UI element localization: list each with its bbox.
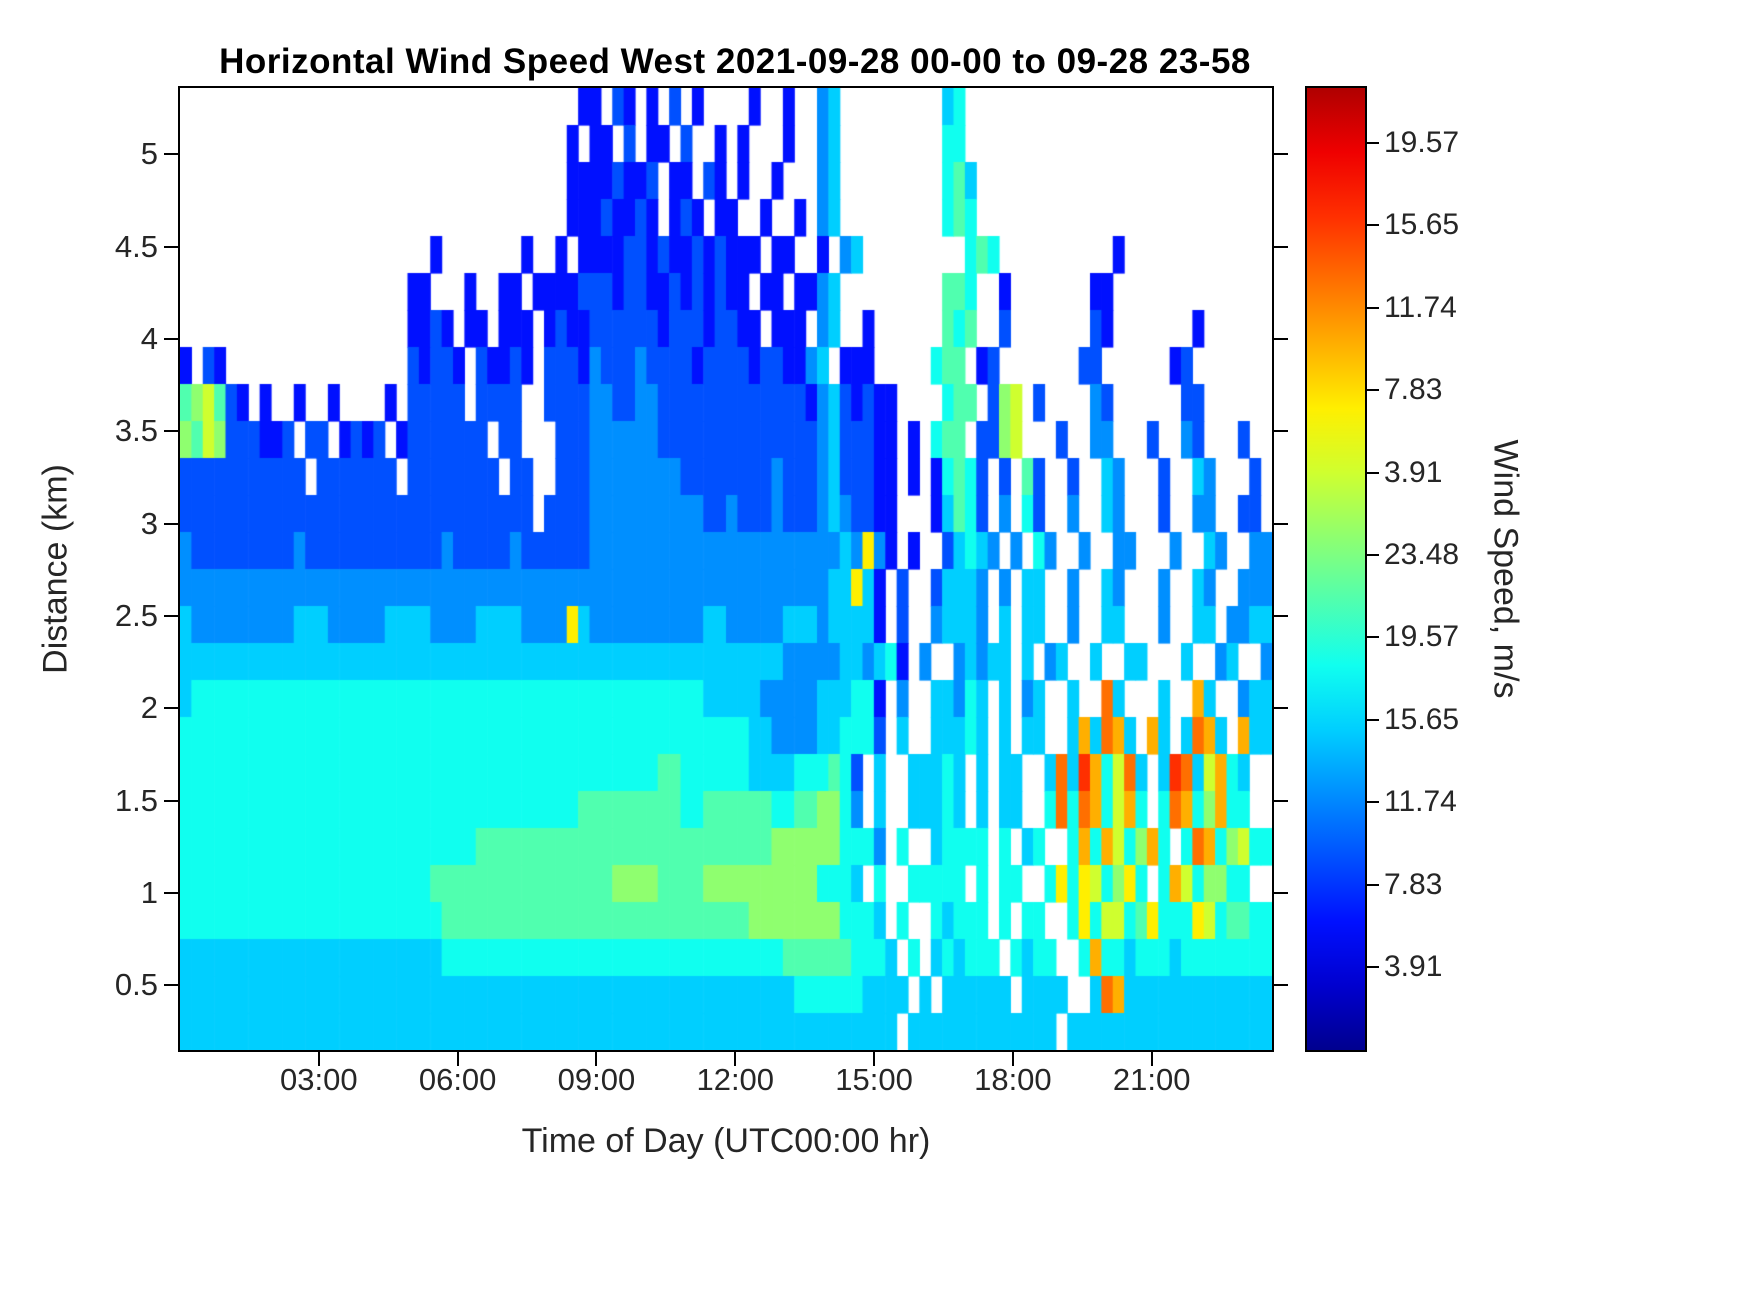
colorbar-label: Wind Speed, m/s [1486,439,1525,699]
colorbar-tick-label: 7.83 [1384,373,1443,407]
y-tick-mark-right [1274,707,1288,710]
y-tick-mark [164,799,178,802]
colorbar-tick-label: 15.65 [1384,702,1460,736]
y-tick-mark [164,984,178,987]
y-tick-mark-right [1274,522,1288,525]
colorbar-tick-label: 23.48 [1384,538,1460,572]
y-tick-mark [164,615,178,618]
y-tick-mark-right [1274,984,1288,987]
colorbar-tick-mark [1367,141,1379,144]
colorbar-tick-label: 11.74 [1384,785,1457,819]
y-tick-mark-right [1274,338,1288,341]
colorbar-tick-mark [1367,883,1379,886]
colorbar-tick-mark [1367,636,1379,639]
y-tick-mark-right [1274,153,1288,156]
y-tick-label: 1 [140,875,158,911]
y-tick-mark-right [1274,892,1288,895]
x-tick-label: 12:00 [696,1062,775,1097]
x-tick-label: 09:00 [557,1062,636,1097]
y-tick-label: 3.5 [114,413,158,449]
x-tick-mark [456,1052,459,1066]
y-tick-mark-right [1274,430,1288,433]
y-tick-mark [164,338,178,341]
x-tick-mark [1011,1052,1014,1066]
y-tick-mark-right [1274,799,1288,802]
y-tick-label: 0.5 [114,967,158,1003]
colorbar-tick-mark [1367,471,1379,474]
x-tick-label: 06:00 [418,1062,497,1097]
colorbar-tick-label: 19.57 [1384,620,1460,654]
chart-title: Horizontal Wind Speed West 2021-09-28 00… [219,42,1251,81]
y-tick-mark [164,522,178,525]
colorbar-tick-label: 19.57 [1384,125,1460,159]
colorbar-tick-label: 11.74 [1384,290,1457,324]
y-tick-label: 1.5 [114,782,158,818]
x-tick-label: 03:00 [280,1062,358,1097]
y-axis-label: Distance (km) [36,464,75,674]
x-axis-label: Time of Day (UTC00:00 hr) [521,1122,931,1160]
y-tick-label: 5 [140,136,158,172]
x-tick-label: 18:00 [974,1062,1052,1097]
y-tick-mark-right [1274,615,1288,618]
y-tick-label: 3 [140,505,158,541]
colorbar-tick-label: 3.91 [1384,455,1443,489]
y-tick-label: 2 [140,690,158,726]
y-tick-mark [164,245,178,248]
colorbar-tick-label: 15.65 [1384,208,1460,242]
x-tick-mark [317,1052,320,1066]
x-tick-label: 21:00 [1112,1062,1191,1097]
y-tick-label: 4.5 [114,228,158,264]
y-tick-mark [164,892,178,895]
colorbar-tick-label: 3.91 [1384,950,1443,984]
colorbar-tick-mark [1367,306,1379,309]
colorbar-tick-mark [1367,801,1379,804]
plot-area [178,86,1274,1052]
colorbar-tick-mark [1367,718,1379,721]
colorbar-tick-mark [1367,389,1379,392]
y-tick-mark [164,430,178,433]
y-tick-mark-right [1274,245,1288,248]
heatmap-canvas [180,88,1272,1050]
colorbar-tick-mark [1367,966,1379,969]
colorbar [1305,86,1367,1052]
x-tick-mark [734,1052,737,1066]
colorbar-tick-mark [1367,224,1379,227]
x-tick-mark [1150,1052,1153,1066]
colorbar-tick-label: 7.83 [1384,867,1443,901]
x-tick-label: 15:00 [835,1062,913,1097]
x-tick-mark [595,1052,598,1066]
y-tick-label: 2.5 [114,598,158,634]
x-tick-mark [873,1052,876,1066]
y-tick-label: 4 [140,321,158,357]
colorbar-tick-mark [1367,554,1379,557]
y-tick-mark [164,707,178,710]
y-tick-mark [164,153,178,156]
